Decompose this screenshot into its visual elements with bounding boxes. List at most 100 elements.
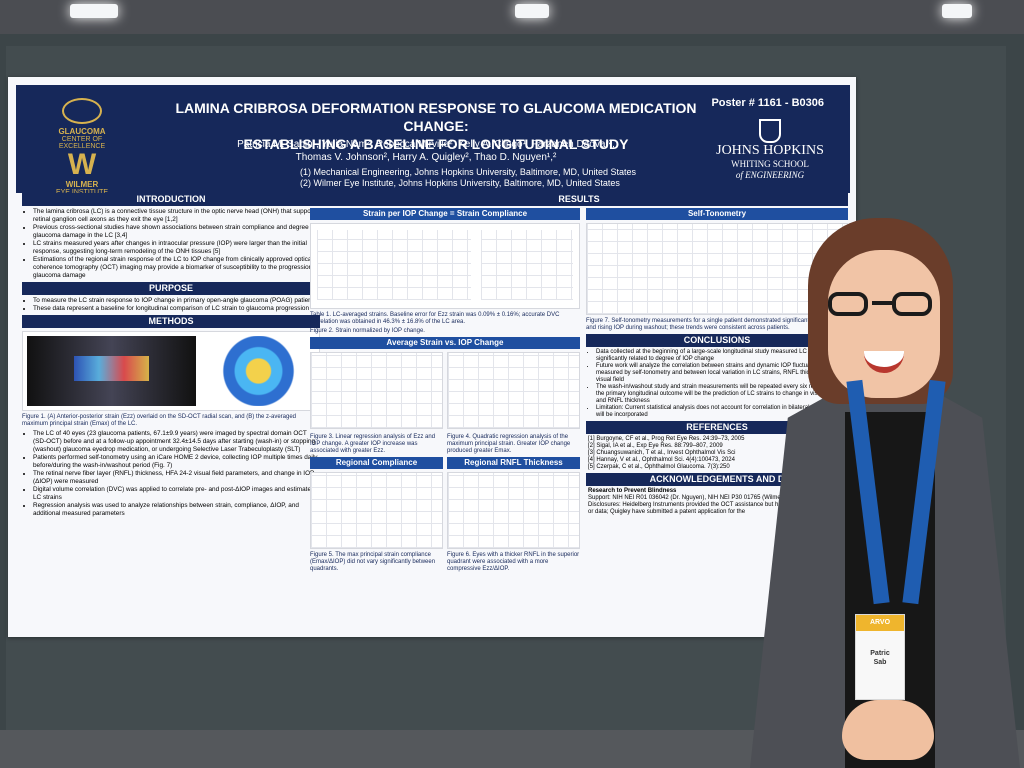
figure-2-chart bbox=[481, 230, 573, 300]
reference-item: [1] Burgoyne, CF et al., Prog Ret Eye Re… bbox=[588, 436, 745, 442]
left-column: INTRODUCTION The lamina cribrosa (LC) is… bbox=[22, 191, 320, 518]
self-tonometry-header: Self-Tonometry bbox=[586, 208, 848, 220]
reference-item: [4] Hannay, V et al., Ophthalmol Sci. 4(… bbox=[588, 457, 735, 463]
conclusions-list: Data collected at the beginning of a lar… bbox=[596, 349, 848, 419]
wilmer-logo-subtext: EYE INSTITUTE bbox=[42, 189, 122, 196]
name-badge: ARVO Patric Sab bbox=[855, 614, 905, 700]
methods-bullet: The LC of 40 eyes (23 glaucoma patients,… bbox=[33, 430, 320, 454]
affiliations: (1) Mechanical Engineering, Johns Hopkin… bbox=[300, 167, 660, 189]
table-1 bbox=[310, 223, 580, 309]
conclusion-bullet: Data collected at the beginning of a lar… bbox=[596, 349, 848, 363]
ceiling-light bbox=[515, 4, 549, 18]
reference-item: [5] Czerpak, C et al., Ophthalmol Glauco… bbox=[588, 464, 730, 470]
introduction-header: INTRODUCTION bbox=[22, 193, 320, 206]
oct-scan-image bbox=[27, 336, 197, 406]
methods-header: METHODS bbox=[22, 315, 320, 328]
jh-shield-icon bbox=[759, 119, 781, 143]
figure-1-caption: Figure 1. (A) Anterior-posterior strain … bbox=[22, 414, 297, 427]
regional-rnfl-header: Regional RNFL Thickness bbox=[447, 457, 580, 469]
methods-bullet: Digital volume correlation (DVC) was app… bbox=[33, 486, 320, 502]
ceiling-light bbox=[70, 4, 118, 18]
figure-3-caption: Figure 3. Linear regression analysis of … bbox=[310, 434, 436, 454]
strain-compliance-header: Strain per IOP Change = Strain Complianc… bbox=[310, 208, 580, 220]
ceiling-light bbox=[942, 4, 972, 18]
strain-compliance-panel: Strain per IOP Change = Strain Complianc… bbox=[310, 208, 580, 575]
right-results-panel: Self-Tonometry Figure 7. Self-tonometry … bbox=[586, 208, 848, 575]
glaucoma-logo-icon bbox=[62, 98, 102, 124]
references-header: REFERENCES bbox=[586, 421, 848, 434]
figure-6-caption: Figure 6. Eyes with a thicker RNFL in th… bbox=[447, 552, 580, 572]
purpose-header: PURPOSE bbox=[22, 282, 320, 295]
purpose-bullet: To measure the LC strain response to IOP… bbox=[33, 297, 320, 305]
results-column: RESULTS Strain per IOP Change = Strain C… bbox=[310, 191, 848, 575]
badge-name-line-2: Sab bbox=[873, 659, 887, 666]
ceiling bbox=[0, 0, 1024, 40]
figure-5-caption: Figure 5. The max principal strain compl… bbox=[310, 552, 436, 572]
reference-item: [2] Sigal, IA et al., Exp Eye Res. 88:79… bbox=[588, 443, 723, 449]
jh-school: WHITING SCHOOL bbox=[731, 159, 809, 169]
conclusions-header: CONCLUSIONS bbox=[586, 334, 848, 347]
conclusion-bullet: Limitation: Current statistical analysis… bbox=[596, 405, 848, 419]
introduction-list: The lamina cribrosa (LC) is a connective… bbox=[33, 208, 320, 280]
methods-bullet: Patients performed self-tonometry using … bbox=[33, 454, 320, 470]
smile bbox=[864, 351, 904, 373]
table-1-caption: Table 1. LC-averaged strains. Baseline e… bbox=[310, 312, 560, 325]
author-line-2: Thomas V. Johnson², Harry A. Quigley², T… bbox=[295, 152, 557, 163]
intro-bullet: LC strains measured years after changes … bbox=[33, 240, 320, 256]
intro-bullet: Previous cross-sectional studies have sh… bbox=[33, 224, 320, 240]
affiliation-1: (1) Mechanical Engineering, Johns Hopkin… bbox=[300, 167, 636, 177]
acknowledgements-text: Research to Prevent Blindness Support: N… bbox=[588, 488, 848, 516]
badge-logo: ARVO bbox=[856, 615, 904, 631]
affiliation-2: (2) Wilmer Eye Institute, Johns Hopkins … bbox=[300, 178, 620, 188]
figure-6-chart bbox=[447, 472, 580, 549]
results-header: RESULTS bbox=[310, 193, 848, 206]
right-lens bbox=[892, 292, 932, 316]
wilmer-logo-icon: W bbox=[67, 148, 97, 181]
figure-4-chart bbox=[447, 352, 580, 429]
wilmer-logo-text: WILMER bbox=[65, 180, 99, 189]
johns-hopkins-logo: JOHNS HOPKINS WHITING SCHOOL of ENGINEER… bbox=[710, 119, 830, 181]
strain-map-image bbox=[202, 336, 315, 406]
reference-item: [3] Chuangsuwanich, T et al., Invest Oph… bbox=[588, 450, 736, 456]
glasses-icon bbox=[828, 291, 938, 328]
methods-bullet: The retinal nerve fiber layer (RNFL) thi… bbox=[33, 470, 320, 486]
conclusion-bullet: The wash-in/washout study and strain mea… bbox=[596, 384, 848, 405]
purpose-list: To measure the LC strain response to IOP… bbox=[33, 297, 320, 313]
poster-title-line-1: LAMINA CRIBROSA DEFORMATION RESPONSE TO … bbox=[175, 100, 697, 134]
figure-7-chart bbox=[586, 223, 848, 315]
jh-name: JOHNS HOPKINS bbox=[716, 143, 824, 158]
poster-header: GLAUCOMA CENTER OF EXCELLENCE W WILMER E… bbox=[16, 85, 850, 196]
glaucoma-logo-text: GLAUCOMA bbox=[58, 127, 106, 136]
figure-7-caption: Figure 7. Self-tonometry measurements fo… bbox=[586, 318, 842, 331]
author-list: Patricia M. Sabin¹, Yulia Nam², Rebecca … bbox=[226, 138, 626, 164]
table-grid bbox=[317, 230, 471, 300]
regional-compliance-header: Regional Compliance bbox=[310, 457, 443, 469]
badge-name: Patric Sab bbox=[856, 649, 904, 667]
author-line-1: Patricia M. Sabin¹, Yulia Nam², Rebecca … bbox=[237, 139, 615, 150]
intro-bullet: Estimations of the regional strain respo… bbox=[33, 256, 320, 280]
poster-title-line-2: ESTABLISHING A BASELINE FOR LONGITUDINAL… bbox=[243, 136, 629, 152]
strain-overlay bbox=[74, 355, 149, 381]
figure-2-caption: Figure 2. Strain normalized by IOP chang… bbox=[310, 328, 425, 334]
lanyard bbox=[846, 379, 946, 615]
research-poster: GLAUCOMA CENTER OF EXCELLENCE W WILMER E… bbox=[8, 77, 856, 637]
figure-5-chart bbox=[310, 472, 443, 549]
disclosures-text: Disclosures: Heidelberg Instruments prov… bbox=[588, 502, 847, 515]
person-face bbox=[828, 250, 940, 398]
glaucoma-logo-subtext: CENTER OF EXCELLENCE bbox=[58, 136, 106, 150]
poster-number: Poster # 1161 - B0306 bbox=[711, 97, 824, 109]
badge-name-line-1: Patric bbox=[870, 650, 890, 657]
average-strain-header: Average Strain vs. IOP Change bbox=[310, 337, 580, 349]
methods-bullet: Regression analysis was used to analyze … bbox=[33, 502, 320, 518]
left-lens bbox=[828, 292, 868, 316]
clasped-hands bbox=[842, 700, 934, 760]
poster-title: LAMINA CRIBROSA DEFORMATION RESPONSE TO … bbox=[146, 99, 726, 153]
support-text: Support: NIH NEI R01 036042 (Dr. Nguyen)… bbox=[588, 495, 839, 501]
figure-3-chart bbox=[310, 352, 443, 429]
references-list: [1] Burgoyne, CF et al., Prog Ret Eye Re… bbox=[588, 436, 848, 471]
methods-figure-1 bbox=[22, 331, 320, 411]
figure-4-caption: Figure 4. Quadratic regression analysis … bbox=[447, 434, 571, 454]
rpb-logo-text: Research to Prevent Blindness bbox=[588, 488, 677, 494]
jh-engineering: of ENGINEERING bbox=[735, 170, 805, 180]
purpose-bullet: These data represent a baseline for long… bbox=[33, 305, 320, 313]
